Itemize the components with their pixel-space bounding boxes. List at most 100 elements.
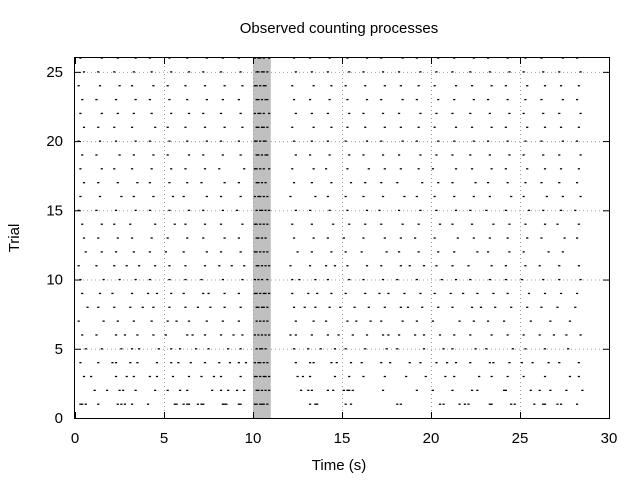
- event-marker: [95, 334, 98, 336]
- event-marker: [504, 265, 507, 267]
- x-tick-label: 0: [71, 430, 79, 447]
- event-marker: [221, 278, 224, 281]
- event-marker: [421, 182, 424, 184]
- event-marker: [492, 362, 495, 364]
- event-marker: [255, 292, 258, 295]
- event-marker: [182, 403, 185, 405]
- event-marker: [203, 168, 207, 170]
- event-marker: [492, 223, 495, 225]
- event-marker: [203, 334, 207, 336]
- event-marker: [502, 389, 506, 392]
- event-marker: [264, 334, 267, 336]
- event-marker: [257, 265, 260, 267]
- event-marker: [328, 57, 331, 59]
- event-marker: [186, 140, 189, 142]
- event-marker: [118, 389, 121, 392]
- event-marker: [561, 57, 564, 59]
- x-tick-label: 5: [160, 430, 168, 447]
- event-marker: [474, 182, 477, 184]
- tick-layer: 0 5 10 15 20 25 30 0 5 10 15 20 25: [46, 58, 617, 447]
- event-marker: [84, 348, 87, 350]
- event-marker: [218, 362, 221, 364]
- event-marker: [237, 182, 240, 184]
- event-marker: [262, 292, 265, 295]
- event-marker: [540, 57, 543, 59]
- event-marker: [289, 195, 292, 198]
- event-marker: [413, 237, 417, 239]
- event-marker: [168, 265, 171, 267]
- event-marker: [253, 403, 256, 405]
- event-marker: [381, 389, 385, 392]
- event-marker: [166, 389, 169, 392]
- event-marker: [202, 403, 205, 405]
- event-marker: [367, 168, 370, 170]
- event-marker: [362, 375, 365, 378]
- event-marker: [260, 71, 264, 73]
- event-marker: [264, 85, 267, 87]
- event-marker: [538, 334, 541, 336]
- event-marker: [134, 140, 137, 142]
- event-marker: [294, 362, 297, 364]
- event-marker: [490, 403, 493, 405]
- event-marker: [324, 320, 328, 322]
- event-marker: [182, 251, 185, 253]
- event-marker: [419, 292, 422, 295]
- event-marker: [170, 292, 173, 295]
- event-marker: [262, 403, 265, 405]
- event-marker: [437, 140, 440, 142]
- event-marker: [221, 57, 224, 59]
- event-marker: [438, 403, 442, 405]
- x-tick-label: 10: [245, 430, 262, 447]
- event-marker: [171, 375, 175, 378]
- event-marker: [157, 348, 160, 350]
- event-marker: [111, 292, 114, 295]
- event-marker: [575, 98, 579, 101]
- event-marker: [401, 98, 404, 101]
- event-marker: [381, 334, 385, 336]
- event-marker: [223, 292, 226, 295]
- event-marker: [397, 154, 401, 156]
- event-marker: [244, 362, 248, 364]
- event-marker: [435, 209, 438, 212]
- event-marker: [533, 403, 536, 405]
- event-marker: [520, 278, 523, 281]
- event-marker: [232, 334, 235, 336]
- event-marker: [187, 403, 191, 405]
- event-marker: [134, 209, 137, 212]
- event-marker: [266, 403, 269, 405]
- event-marker: [187, 154, 191, 156]
- event-marker: [230, 265, 233, 267]
- event-marker: [100, 57, 103, 59]
- event-marker: [344, 195, 347, 198]
- event-marker: [415, 140, 418, 142]
- event-marker: [166, 85, 169, 87]
- event-marker: [543, 223, 547, 225]
- event-marker: [326, 112, 329, 115]
- event-marker: [547, 251, 550, 253]
- event-marker: [106, 389, 109, 392]
- event-marker: [173, 403, 176, 405]
- event-marker: [365, 334, 369, 336]
- event-marker: [346, 265, 349, 267]
- event-marker: [148, 98, 151, 101]
- event-marker: [255, 71, 258, 73]
- event-marker: [266, 362, 269, 364]
- event-marker: [542, 112, 545, 115]
- event-marker: [186, 98, 189, 101]
- trial-row: [93, 389, 584, 392]
- event-marker: [526, 168, 529, 170]
- event-marker: [184, 223, 187, 225]
- event-marker: [168, 140, 171, 142]
- event-marker: [266, 126, 269, 128]
- event-marker: [312, 168, 315, 170]
- event-marker: [253, 251, 256, 253]
- event-marker: [380, 265, 383, 267]
- event-marker: [348, 389, 351, 392]
- event-marker: [524, 348, 527, 350]
- event-marker: [239, 154, 242, 156]
- event-marker: [259, 85, 262, 87]
- event-marker: [257, 57, 260, 59]
- event-marker: [451, 71, 454, 73]
- event-marker: [308, 57, 312, 59]
- event-marker: [289, 265, 292, 267]
